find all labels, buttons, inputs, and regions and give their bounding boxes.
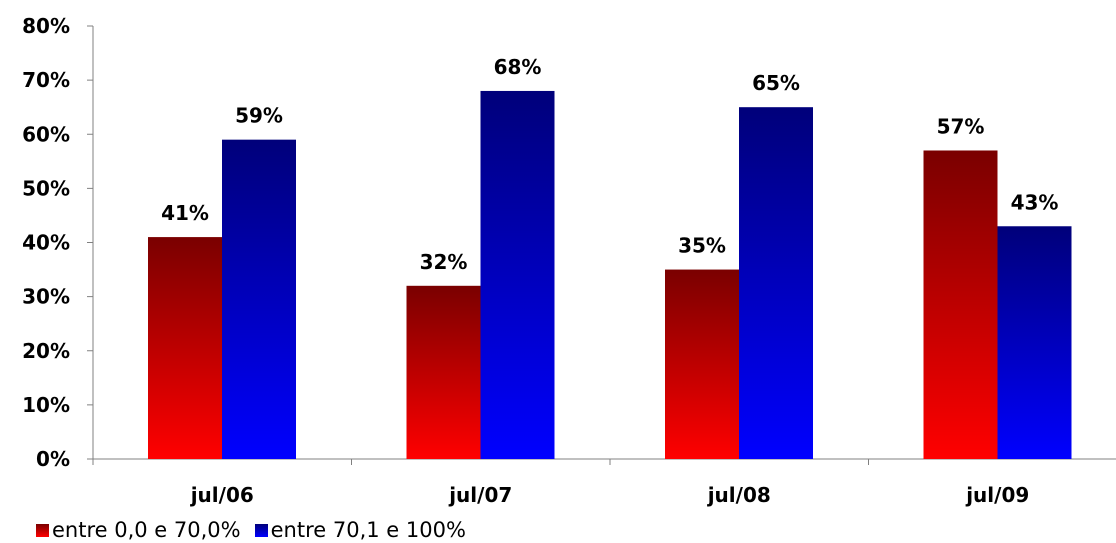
y-tick-label: 60% [22, 122, 70, 146]
x-axis-labels: jul/06 jul/07 jul/08 jul/09 [190, 483, 1030, 507]
bar-red-jul-08 [665, 269, 739, 459]
bar-red-jul-09 [923, 150, 998, 460]
data-label: 35% [678, 234, 726, 258]
data-labels: 41% 59% 32% 68% 35% 65% 57% 43% [161, 55, 1058, 274]
x-tick-label: jul/08 [707, 483, 771, 507]
data-label: 32% [420, 250, 468, 274]
legend-label-series-2: entre 70,1 e 100% [270, 518, 466, 542]
legend-label-series-1: entre 0,0 e 70,0% [52, 518, 241, 542]
legend-item-series-2: entre 70,1 e 100% [254, 518, 466, 542]
data-label: 59% [235, 104, 283, 128]
data-label: 68% [494, 55, 542, 79]
y-tick-label: 50% [22, 176, 70, 200]
x-tick-label: jul/06 [190, 483, 254, 507]
y-tick-label: 10% [22, 393, 70, 417]
chart-legend: entre 0,0 e 70,0% entre 70,1 e 100% [36, 518, 480, 542]
data-label: 65% [752, 71, 800, 95]
bar-blue-jul-08 [739, 107, 813, 459]
bar-red-jul-06 [148, 237, 222, 459]
legend-swatch-blue [254, 523, 268, 537]
data-label: 57% [937, 114, 985, 138]
data-label: 43% [1011, 190, 1059, 214]
bar-blue-jul-07 [480, 90, 555, 459]
y-tick-label: 30% [22, 285, 70, 309]
bar-blue-jul-09 [997, 226, 1072, 459]
bar-blue-jul-06 [222, 139, 296, 459]
y-tick-label: 20% [22, 339, 70, 363]
legend-item-series-1: entre 0,0 e 70,0% [36, 518, 241, 542]
y-tick-label: 70% [22, 68, 70, 92]
x-tick-label: jul/09 [965, 483, 1029, 507]
y-axis-ticks: 0% 10% 20% 30% 40% 50% 60% 70% 80% [22, 14, 93, 471]
data-label: 41% [161, 201, 209, 225]
legend-swatch-red [36, 523, 49, 537]
bar-red-jul-07 [406, 285, 481, 459]
chart-bars [148, 90, 1072, 460]
y-tick-label: 40% [22, 231, 70, 255]
y-tick-label: 80% [22, 14, 70, 38]
x-tick-label: jul/07 [448, 483, 512, 507]
y-tick-label: 0% [36, 447, 70, 471]
